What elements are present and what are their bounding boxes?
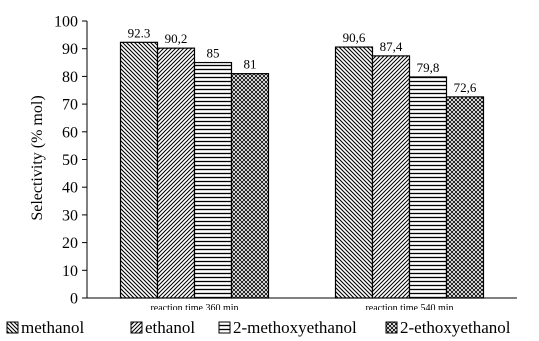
data-label: 90,6: [343, 30, 366, 45]
data-label: 79,8: [417, 60, 440, 75]
data-label: 85: [207, 46, 220, 61]
bar-methanol-1: [119, 41, 159, 299]
legend: methanol ethanol 2-methoxyethanol 2-ethoxye…: [0, 310, 539, 341]
y-tick-label: 60: [62, 124, 78, 141]
bar-2-ethoxyethanol-2: [445, 96, 485, 299]
bar-2-ethoxyethanol-1: [230, 73, 270, 299]
y-tick-label: 20: [62, 235, 78, 252]
y-tick-label: 70: [62, 97, 78, 114]
data-label: 72,6: [454, 80, 477, 95]
legend-swatch-2-ethoxyethanol: [385, 321, 398, 334]
legend-label-2-ethoxyethanol: 2-ethoxyethanol: [400, 318, 511, 337]
y-tick-label: 10: [62, 263, 78, 280]
legend-background: [0, 310, 539, 341]
data-label: 90,2: [165, 31, 188, 46]
y-tick-label: 100: [54, 14, 78, 31]
y-tick-label: 0: [70, 291, 78, 308]
data-label: 81: [244, 57, 257, 72]
y-axis-ticks: 0 10 20 30 40 50 60 70 80 90 100: [54, 14, 87, 308]
y-tick-label: 90: [62, 41, 78, 58]
category-label: reaction time 360 min: [150, 303, 238, 314]
legend-label-2-methoxyethanol: 2-methoxyethanol: [233, 318, 357, 337]
bars: [119, 41, 485, 299]
legend-swatch-ethanol: [130, 321, 143, 334]
y-tick-label: 40: [62, 180, 78, 197]
y-tick-label: 50: [62, 152, 78, 169]
bar-2-methoxyethanol-2: [408, 76, 448, 299]
bar-methanol-2: [334, 46, 374, 299]
axes: [86, 21, 517, 299]
legend-swatch-methanol: [6, 321, 19, 334]
bar-ethanol-2: [371, 55, 411, 299]
category-labels: reaction time 360 min reaction time 540 m…: [150, 303, 453, 314]
data-label: 92.3: [128, 25, 151, 40]
data-labels: 92.3 90,2 85 81 90,6 87,4 79,8 72,6: [128, 25, 477, 95]
bar-2-methoxyethanol-1: [193, 61, 233, 299]
data-label: 87,4: [380, 39, 403, 54]
legend-label-ethanol: ethanol: [145, 318, 195, 337]
bar-ethanol-1: [156, 47, 196, 299]
y-tick-label: 80: [62, 69, 78, 86]
y-axis-label: Selectivity (% mol): [29, 95, 46, 220]
legend-swatch-2-methoxyethanol: [218, 321, 231, 334]
category-label: reaction time 540 min: [365, 303, 453, 314]
y-tick-label: 30: [62, 207, 78, 224]
legend-label-methanol: methanol: [21, 318, 85, 337]
